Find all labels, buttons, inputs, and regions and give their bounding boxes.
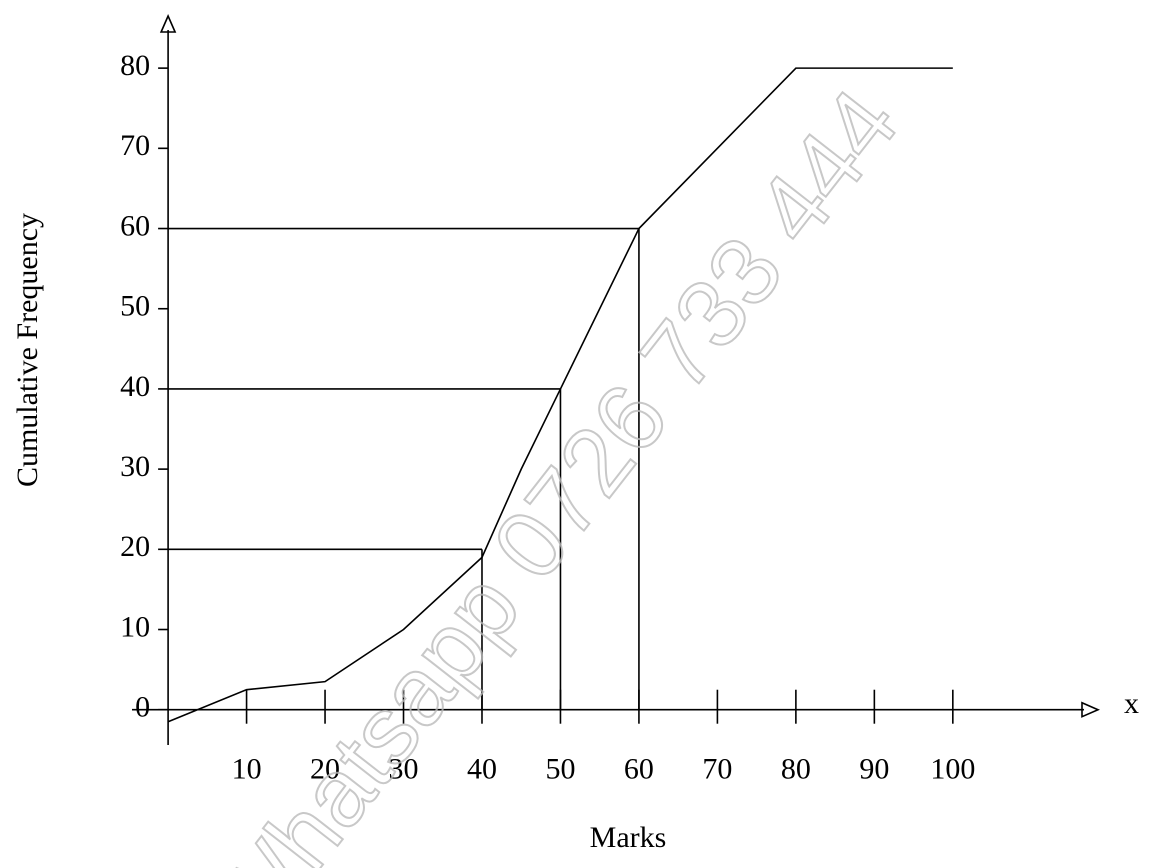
y-tick-label: 40: [120, 370, 150, 403]
x-tick-label: 20: [310, 753, 340, 786]
y-tick-label: 0: [135, 691, 150, 724]
x-tick-label: 30: [389, 753, 419, 786]
x-axis-symbol: x: [1124, 687, 1139, 720]
y-axis-arrow: [159, 14, 177, 33]
y-tick-label: 10: [120, 610, 150, 643]
x-tick-label: 90: [859, 753, 889, 786]
x-axis-arrow: [1081, 701, 1100, 718]
y-tick-label: 70: [120, 129, 150, 162]
y-tick-label: 20: [120, 530, 150, 563]
y-tick-label: 50: [120, 290, 150, 323]
x-tick-label: 50: [545, 753, 575, 786]
watermark: Whatsapp 0726 733 444: [190, 70, 918, 868]
x-tick-label: 70: [702, 753, 732, 786]
cumulative-frequency-curve: [167, 67, 953, 723]
x-tick-label: 40: [467, 753, 497, 786]
x-axis-label: Marks: [590, 821, 667, 854]
x-tick-label: 100: [930, 753, 975, 786]
y-tick-label: 80: [120, 49, 150, 82]
y-tick-label: 30: [120, 450, 150, 483]
x-tick-label: 80: [781, 753, 811, 786]
x-tick-label: 60: [624, 753, 654, 786]
x-tick-label: 10: [232, 753, 262, 786]
y-axis-label: Cumulative Frequency: [11, 213, 44, 487]
y-tick-label: 60: [120, 209, 150, 242]
